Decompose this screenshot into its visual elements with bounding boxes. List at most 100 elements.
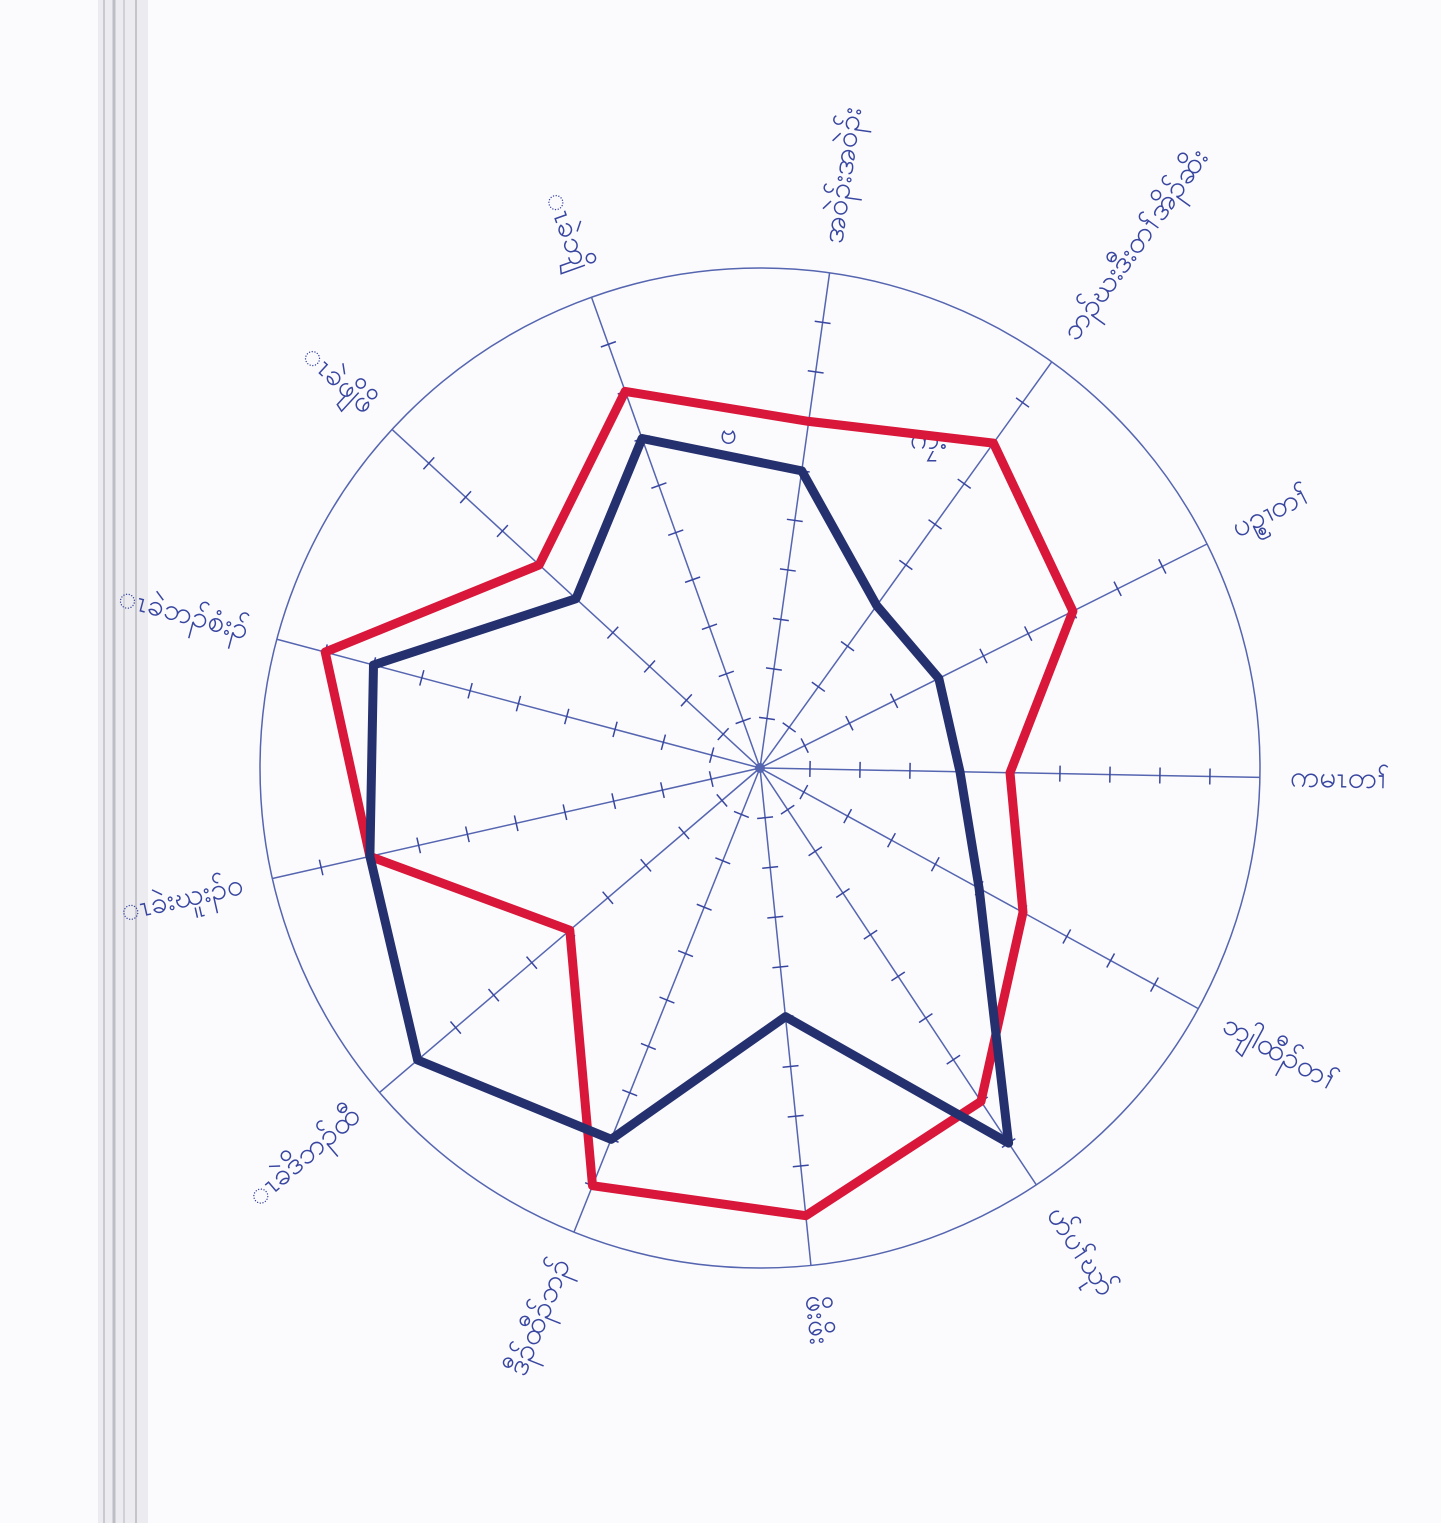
tick-mark xyxy=(840,640,855,652)
tick-mark xyxy=(1062,929,1072,944)
tick-mark xyxy=(863,929,878,940)
tick-mark xyxy=(562,804,568,821)
tick-mark xyxy=(979,648,988,664)
tick-mark xyxy=(600,340,617,348)
tick-mark xyxy=(622,1089,638,1097)
tick-mark xyxy=(602,891,614,905)
tick-mark xyxy=(684,576,701,584)
tick-mark xyxy=(419,669,425,686)
tick-mark xyxy=(772,617,789,622)
tick-mark xyxy=(811,681,826,693)
tick-mark xyxy=(807,370,824,374)
tick-mark xyxy=(767,915,784,919)
tick-mark xyxy=(643,660,656,673)
axis-label: ဒီၣ်ထီၣ်ဘၣ် xyxy=(500,1253,584,1383)
tick-mark xyxy=(762,865,779,870)
tick-mark xyxy=(487,988,500,1002)
series-line xyxy=(365,434,1014,1148)
tick-mark xyxy=(660,734,667,751)
tick-mark xyxy=(1158,558,1167,574)
tick-mark xyxy=(758,716,775,721)
axis-label: ဟ်ပၢ်ဃုာ် xyxy=(1034,1200,1124,1306)
tick-mark xyxy=(786,518,803,523)
tick-mark xyxy=(515,695,522,712)
tick-mark xyxy=(640,858,652,872)
tick-mark xyxy=(928,519,942,530)
tick-mark xyxy=(735,717,751,725)
tick-mark xyxy=(416,837,422,854)
tick-mark xyxy=(718,670,735,678)
tick-mark xyxy=(696,903,712,911)
tick-mark xyxy=(787,1114,804,1118)
tick-mark xyxy=(464,826,470,843)
tick-mark xyxy=(680,693,693,707)
tick-mark xyxy=(659,996,675,1004)
tick-mark xyxy=(886,832,896,848)
axis-label: ကမၤတၢ် xyxy=(1290,759,1390,796)
tick-mark xyxy=(930,856,940,872)
tick-mark xyxy=(835,887,850,899)
tick-mark xyxy=(733,810,750,819)
tick-mark xyxy=(1113,581,1122,597)
tick-mark xyxy=(318,859,324,876)
axis-label: ၤခဲဘျိ xyxy=(533,187,599,277)
tick-mark xyxy=(715,857,731,865)
tick-mark xyxy=(799,784,809,800)
tick-mark xyxy=(678,826,690,840)
tick-mark xyxy=(667,529,684,537)
tick-mark xyxy=(708,747,715,764)
tick-mark xyxy=(889,693,899,709)
tick-mark xyxy=(459,490,472,504)
annotation: ကၠး xyxy=(910,422,947,463)
axis-label: အဝဲၣ်းအဝဲၣ်း xyxy=(815,105,875,247)
axis-label: ၤခဲဒိဘၣ်ထီ xyxy=(241,1098,372,1218)
tick-mark xyxy=(1023,626,1033,642)
tick-mark xyxy=(814,320,831,325)
axis-label: ဘၣ်ဃးဒီးတၢ်အိၣ်ဆိး xyxy=(1054,141,1220,350)
tick-mark xyxy=(708,771,714,788)
tick-mark xyxy=(612,721,618,738)
tick-mark xyxy=(496,524,509,538)
tick-mark xyxy=(467,682,473,699)
tick-mark xyxy=(640,1042,657,1051)
tick-mark xyxy=(701,623,718,631)
annotation: ဗ xyxy=(720,417,737,452)
tick-mark xyxy=(845,715,854,731)
tick-mark xyxy=(1015,397,1030,408)
tick-mark xyxy=(563,708,570,725)
tick-mark xyxy=(449,1021,462,1035)
tick-mark xyxy=(898,559,913,571)
series-line xyxy=(320,386,1078,1221)
tick-mark xyxy=(792,1164,809,1168)
tick-mark xyxy=(782,1064,799,1069)
tick-mark xyxy=(780,804,795,815)
page-binding xyxy=(98,0,148,1523)
tick-mark xyxy=(513,815,519,832)
tick-mark xyxy=(659,782,665,799)
tick-mark xyxy=(918,1013,933,1024)
tick-mark xyxy=(957,478,972,490)
tick-mark xyxy=(808,846,823,857)
tick-mark xyxy=(765,667,782,671)
tick-mark xyxy=(946,1054,961,1065)
axis-label: ပဥ္စၢတၢ် xyxy=(1226,477,1319,551)
tick-mark xyxy=(843,808,853,824)
tick-mark xyxy=(1106,953,1116,968)
tick-mark xyxy=(772,965,789,969)
tick-mark xyxy=(422,456,435,470)
tick-mark xyxy=(716,793,728,808)
tick-mark xyxy=(782,722,797,733)
tick-mark xyxy=(606,626,619,639)
tick-mark xyxy=(779,568,796,572)
tick-mark xyxy=(611,793,617,810)
outer-circle xyxy=(259,267,1261,1269)
axis-label: ၤခဲဖျိဖိ xyxy=(292,337,383,425)
tick-mark xyxy=(677,949,694,958)
tick-mark xyxy=(800,738,809,754)
axis-label: ဘျါထီၣ်တၢ် xyxy=(1214,1006,1345,1104)
tick-mark xyxy=(757,816,774,820)
tick-mark xyxy=(525,956,538,970)
tick-mark xyxy=(717,727,730,741)
